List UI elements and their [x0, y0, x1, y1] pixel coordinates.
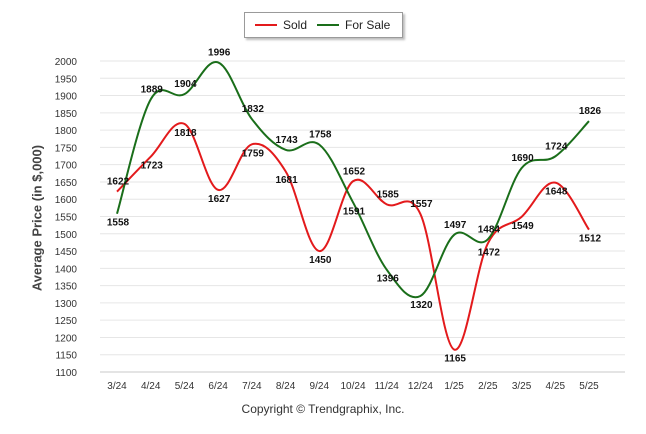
- y-tick-label: 1950: [55, 74, 78, 85]
- y-tick-label: 1700: [55, 161, 78, 172]
- y-tick-label: 1400: [55, 264, 78, 275]
- y-tick-label: 1150: [55, 351, 77, 362]
- data-label-for-sale: 1743: [275, 135, 298, 146]
- data-label-sold: 1512: [579, 234, 602, 245]
- data-label-for-sale: 1904: [174, 79, 197, 90]
- x-tick-label: 12/24: [408, 381, 433, 392]
- data-label-for-sale: 1497: [444, 220, 467, 231]
- x-tick-label: 10/24: [340, 381, 365, 392]
- x-tick-label: 4/24: [141, 381, 161, 392]
- legend-label-for-sale: For Sale: [345, 18, 391, 32]
- y-axis-label: Average Price (in $,000): [29, 144, 45, 292]
- x-tick-label: 9/24: [310, 381, 330, 392]
- y-tick-label: 1500: [55, 230, 78, 241]
- legend-swatch-for-sale: [317, 24, 339, 26]
- data-label-sold: 1450: [309, 255, 332, 266]
- legend-item-sold[interactable]: Sold: [255, 18, 307, 32]
- x-tick-label: 11/24: [375, 381, 400, 392]
- data-label-sold: 1818: [174, 128, 197, 139]
- x-tick-label: 5/24: [175, 381, 195, 392]
- data-label-sold: 1557: [410, 199, 433, 210]
- data-label-sold: 1648: [545, 187, 568, 198]
- y-tick-label: 1900: [55, 92, 78, 103]
- x-tick-label: 3/25: [512, 381, 532, 392]
- data-label-for-sale: 1826: [579, 106, 602, 117]
- x-tick-label: 6/24: [208, 381, 228, 392]
- x-tick-label: 7/24: [242, 381, 262, 392]
- y-tick-label: 1300: [55, 299, 78, 310]
- y-tick-label: 1450: [55, 247, 78, 258]
- data-label-for-sale: 1396: [377, 274, 400, 285]
- data-label-for-sale: 1484: [478, 224, 501, 235]
- series-line-for-sale: [116, 61, 590, 299]
- legend-item-for-sale[interactable]: For Sale: [317, 18, 390, 32]
- data-label-sold: 1549: [511, 221, 534, 232]
- data-label-for-sale: 1889: [141, 84, 164, 95]
- data-label-for-sale: 1320: [410, 300, 433, 311]
- y-tick-label: 1750: [55, 143, 78, 154]
- y-tick-label: 1200: [55, 333, 78, 344]
- x-tick-label: 1/25: [444, 381, 464, 392]
- y-tick-label: 1650: [55, 178, 78, 189]
- y-tick-label: 2000: [55, 57, 78, 68]
- legend-swatch-sold: [255, 24, 277, 26]
- y-tick-label: 1550: [55, 213, 78, 224]
- data-label-for-sale: 1690: [511, 153, 534, 164]
- y-tick-label: 1250: [55, 316, 78, 327]
- data-label-for-sale: 1558: [107, 218, 130, 229]
- x-tick-label: 2/25: [478, 381, 498, 392]
- data-label-sold: 1622: [107, 177, 130, 188]
- series-lines: [116, 61, 590, 351]
- data-label-sold: 1472: [478, 247, 501, 258]
- y-tick-label: 1600: [55, 195, 78, 206]
- copyright-credit: Copyright © Trendgraphix, Inc.: [241, 402, 405, 416]
- data-label-sold: 1652: [343, 166, 366, 177]
- data-label-sold: 1585: [377, 189, 400, 200]
- y-tick-label: 1850: [55, 109, 78, 120]
- x-tick-label: 4/25: [546, 381, 566, 392]
- x-tick-label: 5/25: [579, 381, 599, 392]
- x-tick-label: 3/24: [107, 381, 127, 392]
- x-tick-label: 8/24: [276, 381, 296, 392]
- data-label-sold: 1681: [275, 175, 298, 186]
- data-label-for-sale: 1996: [208, 47, 231, 58]
- data-label-sold: 1723: [141, 161, 164, 172]
- data-label-sold: 1165: [444, 354, 466, 365]
- data-label-for-sale: 1758: [309, 130, 332, 141]
- series-line-sold: [116, 122, 590, 351]
- data-label-sold: 1759: [242, 148, 265, 159]
- data-label-sold: 1627: [208, 194, 231, 205]
- data-labels: 1622 1723 1818 1627 1759 1681 1450 1652 1585 1557…: [107, 47, 602, 364]
- y-tick-label: 1100: [55, 368, 77, 379]
- data-label-for-sale: 1832: [242, 104, 265, 115]
- y-tick-labels: 1100 1150 1200 1250 1300 1350 1400 1450 1500 1550…: [55, 57, 78, 379]
- legend-label-sold: Sold: [283, 18, 308, 32]
- x-tick-labels: 3/24 4/24 5/24 6/24 7/24 8/24 9/24 10/24 11/24 12…: [107, 381, 599, 392]
- y-tick-label: 1350: [55, 282, 78, 293]
- y-tick-label: 1800: [55, 126, 78, 137]
- legend: Sold For Sale: [244, 12, 403, 38]
- grid-lines: [100, 60, 625, 356]
- data-label-for-sale: 1724: [545, 141, 568, 152]
- data-label-for-sale: 1591: [343, 206, 366, 217]
